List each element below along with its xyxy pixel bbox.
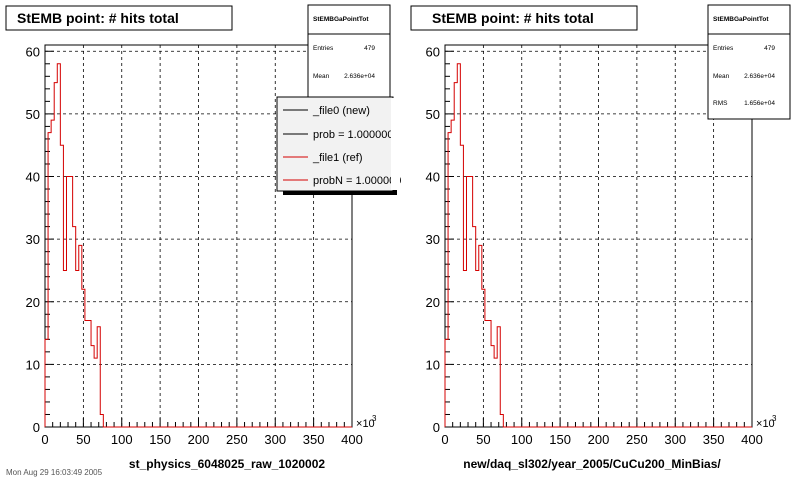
legend-entry: _file1 (ref)	[283, 152, 363, 164]
right-y-tick-label: 0	[433, 420, 440, 435]
legend-label: _file0 (new)	[312, 105, 370, 117]
right-x-tick-label: 150	[549, 432, 571, 447]
legend-label: probN = 1.000000	[313, 175, 401, 187]
right-stats-box	[707, 4, 791, 120]
left-plot-area: 0 50 100 150 200 250 300 350 400 0 10 20 30 40 50 60	[26, 44, 363, 447]
right-stats-title: StEMBGaPointTot	[713, 16, 769, 23]
right-stats-entries-label: Entries	[713, 45, 734, 52]
left-title: StEMB point: # hits total	[17, 10, 179, 26]
right-stats-rms-value: 1.656e+04	[744, 100, 775, 107]
timestamp-footer: Mon Aug 29 16:03:49 2005	[6, 468, 103, 477]
legend-overflow-mask	[391, 98, 400, 190]
legend-label: _file1 (ref)	[312, 152, 363, 164]
left-y-tick-label: 30	[26, 232, 40, 247]
legend-label: prob = 1.000000	[313, 129, 393, 141]
right-x-tick-label: 200	[588, 432, 610, 447]
right-x-multiplier: ×10	[756, 418, 775, 430]
right-x-tick-label: 300	[664, 432, 686, 447]
left-y-tick-label: 40	[26, 170, 40, 185]
left-title-box	[5, 5, 233, 31]
right-stats-mean-label: Mean	[713, 73, 730, 80]
right-stats-entries-value: 479	[764, 45, 775, 52]
right-y-tick-label: 50	[426, 107, 440, 122]
legend-box	[276, 96, 394, 192]
right-y-tick-label: 10	[426, 357, 440, 372]
left-x-tick-label: 250	[226, 432, 248, 447]
left-x-tick-label: 100	[111, 432, 133, 447]
left-histogram-series	[44, 63, 352, 428]
right-y-tick-label: 20	[426, 295, 440, 310]
left-x-tick-label: 400	[341, 432, 363, 447]
left-x-tick-label: 300	[264, 432, 286, 447]
left-y-tick-label: 60	[26, 44, 40, 59]
left-stats-title: StEMBGaPointTot	[313, 16, 369, 23]
right-histogram-series	[444, 63, 752, 428]
legend-entry: probN = 1.000000	[283, 175, 401, 187]
right-x-tick-label: 400	[741, 432, 763, 447]
right-x-tick-label: 100	[511, 432, 533, 447]
left-x-tick-label: 350	[303, 432, 325, 447]
left-x-tick-label: 150	[149, 432, 171, 447]
right-title: StEMB point: # hits total	[432, 10, 594, 26]
left-stats-mean-value: 2.636e+04	[344, 73, 375, 80]
left-x-axis-title: st_physics_6048025_raw_1020002	[129, 457, 325, 471]
right-x-tick-label: 50	[476, 432, 490, 447]
right-histogram-panel: StEMB point: # hits total 0 50 100 150 200 25…	[410, 4, 791, 471]
left-stats-mean-label: Mean	[313, 73, 330, 80]
left-histogram-panel: StEMB point: # hits total 0 50 100 150 200 25…	[5, 4, 401, 471]
left-x-tick-label: 50	[76, 432, 90, 447]
left-stats-entries-label: Entries	[313, 45, 334, 52]
legend-entry: prob = 1.000000	[283, 129, 393, 141]
left-x-multiplier: ×10	[356, 418, 375, 430]
right-x-tick-label: 250	[626, 432, 648, 447]
right-x-tick-label: 0	[441, 432, 448, 447]
left-y-tick-label: 50	[26, 107, 40, 122]
left-stats-entries-value: 479	[364, 45, 375, 52]
right-x-multiplier-exponent: 3	[772, 414, 777, 423]
right-x-axis-title: new/daq_sl302/year_2005/CuCu200_MinBias/	[463, 457, 721, 471]
right-y-tick-label: 60	[426, 44, 440, 59]
right-title-box	[410, 5, 638, 31]
right-y-tick-label: 30	[426, 232, 440, 247]
right-y-tick-label: 40	[426, 170, 440, 185]
left-y-tick-label: 10	[26, 357, 40, 372]
left-x-tick-label: 200	[188, 432, 210, 447]
legend-entry: _file0 (new)	[283, 105, 370, 117]
left-y-tick-label: 0	[33, 420, 40, 435]
left-x-multiplier-exponent: 3	[372, 414, 377, 423]
right-plot-area: 0 50 100 150 200 250 300 350 400 0 10 20 30 40 50 60	[426, 44, 763, 447]
right-x-tick-label: 350	[703, 432, 725, 447]
left-stats-box	[307, 4, 391, 100]
right-stats-mean-value: 2.636e+04	[744, 73, 775, 80]
left-y-tick-label: 20	[26, 295, 40, 310]
left-x-tick-label: 0	[41, 432, 48, 447]
right-stats-rms-label: RMS	[713, 100, 728, 107]
